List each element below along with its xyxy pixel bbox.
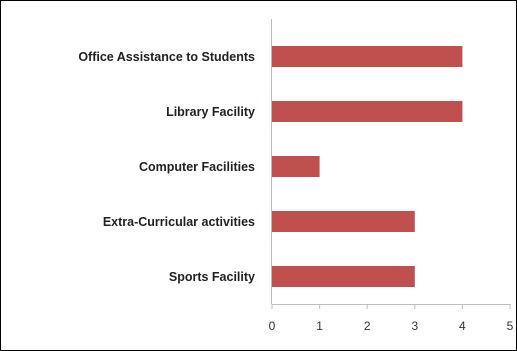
- bar-1: [272, 101, 463, 122]
- category-label: Computer Facilities: [139, 160, 255, 174]
- category-label: Library Facility: [166, 105, 255, 119]
- x-tick-label: 1: [316, 319, 323, 333]
- x-tick-label: 2: [364, 319, 371, 333]
- category-label: Extra-Curricular activities: [103, 215, 255, 229]
- category-labels: Office Assistance to Students Library Fac…: [78, 50, 255, 284]
- x-tick-label: 3: [411, 319, 418, 333]
- bar-2: [272, 156, 320, 177]
- bar-4: [272, 266, 415, 287]
- category-label: Office Assistance to Students: [78, 50, 255, 64]
- category-label: Sports Facility: [169, 270, 255, 284]
- x-tick-label: 4: [459, 319, 466, 333]
- x-tick-label: 0: [269, 319, 276, 333]
- bar-3: [272, 211, 415, 232]
- x-tick-labels: 0 1 2 3 4 5: [269, 319, 514, 333]
- x-axis: [271, 19, 511, 309]
- bars-group: [272, 46, 463, 287]
- bar-0: [272, 46, 463, 67]
- x-tick-label: 5: [507, 319, 514, 333]
